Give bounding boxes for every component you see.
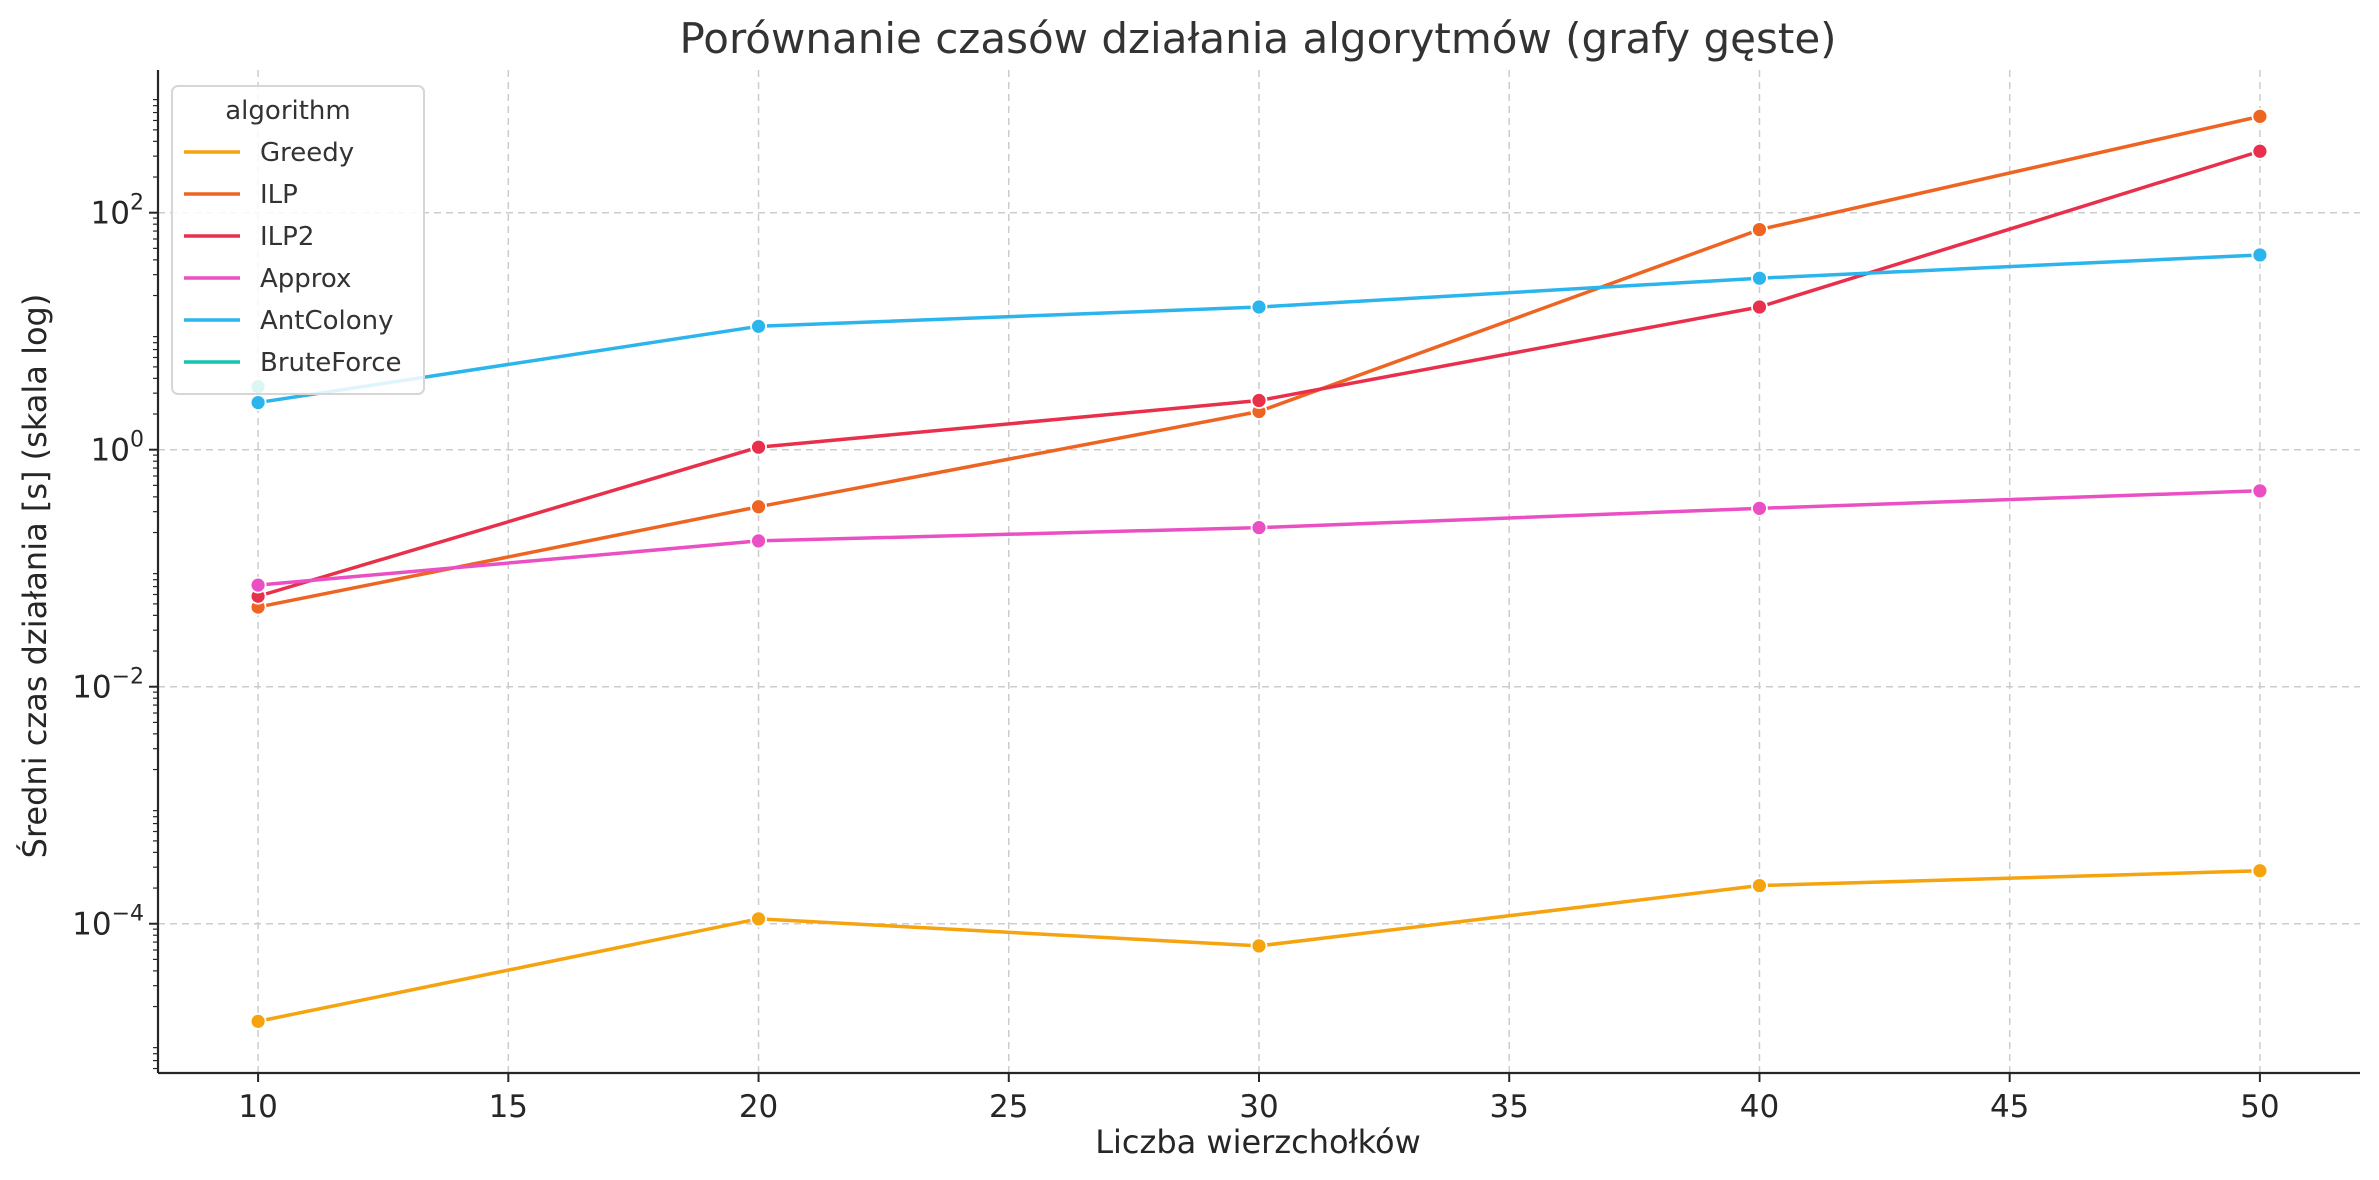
legend-label: Approx — [260, 264, 351, 294]
y-tick-base: 10 — [72, 670, 111, 706]
data-point — [1751, 221, 1768, 239]
chart-title: Porównanie czasów działania algorytmów (… — [679, 14, 1836, 63]
legend-label: AntColony — [260, 306, 394, 336]
y-tick-label: 10−4 — [72, 902, 144, 943]
legend-title: algorithm — [225, 96, 350, 126]
x-tick-label: 35 — [1490, 1089, 1529, 1125]
data-point — [2251, 107, 2269, 125]
data-point — [2251, 142, 2269, 160]
y-tick-exponent: −2 — [112, 665, 144, 690]
series-ilp2 — [249, 142, 2269, 605]
data-point — [1751, 269, 1768, 287]
legend: algorithm Greedy ILP ILP2 Approx AntColony Bru… — [171, 85, 425, 395]
x-axis-label: Liczba wierzchołków — [1095, 1123, 1421, 1161]
y-tick-exponent: 2 — [130, 191, 144, 216]
y-axis-label: Średni czas działania [s] (skala log) — [15, 294, 54, 859]
y-tick-base: 10 — [91, 196, 130, 232]
series-approx — [249, 482, 2269, 594]
grid — [158, 70, 2360, 1073]
x-tick-label: 10 — [238, 1089, 277, 1125]
data-point — [249, 394, 267, 411]
y-tick-exponent: 0 — [130, 428, 144, 453]
data-point — [1751, 298, 1768, 316]
x-tick-label: 15 — [489, 1089, 528, 1125]
data-point — [1250, 937, 1268, 955]
legend-label: Greedy — [260, 138, 354, 168]
data-point — [249, 1012, 267, 1030]
series-group — [249, 107, 2269, 1030]
x-tick-label: 20 — [739, 1089, 778, 1125]
data-point — [750, 317, 767, 335]
series-ilp — [249, 107, 2269, 616]
series-greedy — [249, 862, 2269, 1030]
legend-label: BruteForce — [260, 348, 402, 378]
y-tick-exponent: −4 — [112, 902, 144, 927]
data-point — [750, 532, 767, 550]
data-point — [2251, 862, 2269, 880]
data-point — [750, 438, 767, 456]
x-ticks: 10 15 20 25 30 35 40 45 50 — [238, 1073, 2280, 1125]
x-tick-label: 45 — [1990, 1089, 2029, 1125]
legend-box — [171, 85, 425, 395]
data-point — [1751, 499, 1768, 517]
x-tick-label: 25 — [989, 1089, 1028, 1125]
legend-label: ILP — [260, 180, 298, 210]
y-tick-base: 10 — [72, 907, 111, 943]
x-tick-label: 50 — [2240, 1089, 2279, 1125]
data-point — [1250, 298, 1268, 316]
data-point — [249, 576, 267, 594]
legend-label: ILP2 — [260, 222, 314, 252]
series-antcolony — [249, 246, 2269, 411]
x-tick-label: 40 — [1740, 1089, 1779, 1125]
data-point — [2251, 482, 2269, 500]
data-point — [1250, 392, 1268, 409]
x-tick-label: 30 — [1239, 1089, 1278, 1125]
data-point — [750, 498, 767, 516]
y-tick-label: 10−2 — [72, 665, 144, 706]
y-tick-base: 10 — [91, 433, 130, 469]
y-tick-label: 100 — [91, 428, 144, 469]
y-tick-label: 102 — [91, 191, 144, 232]
data-point — [750, 910, 767, 928]
data-point — [1250, 519, 1268, 537]
data-point — [2251, 246, 2269, 264]
data-point — [1751, 877, 1768, 894]
